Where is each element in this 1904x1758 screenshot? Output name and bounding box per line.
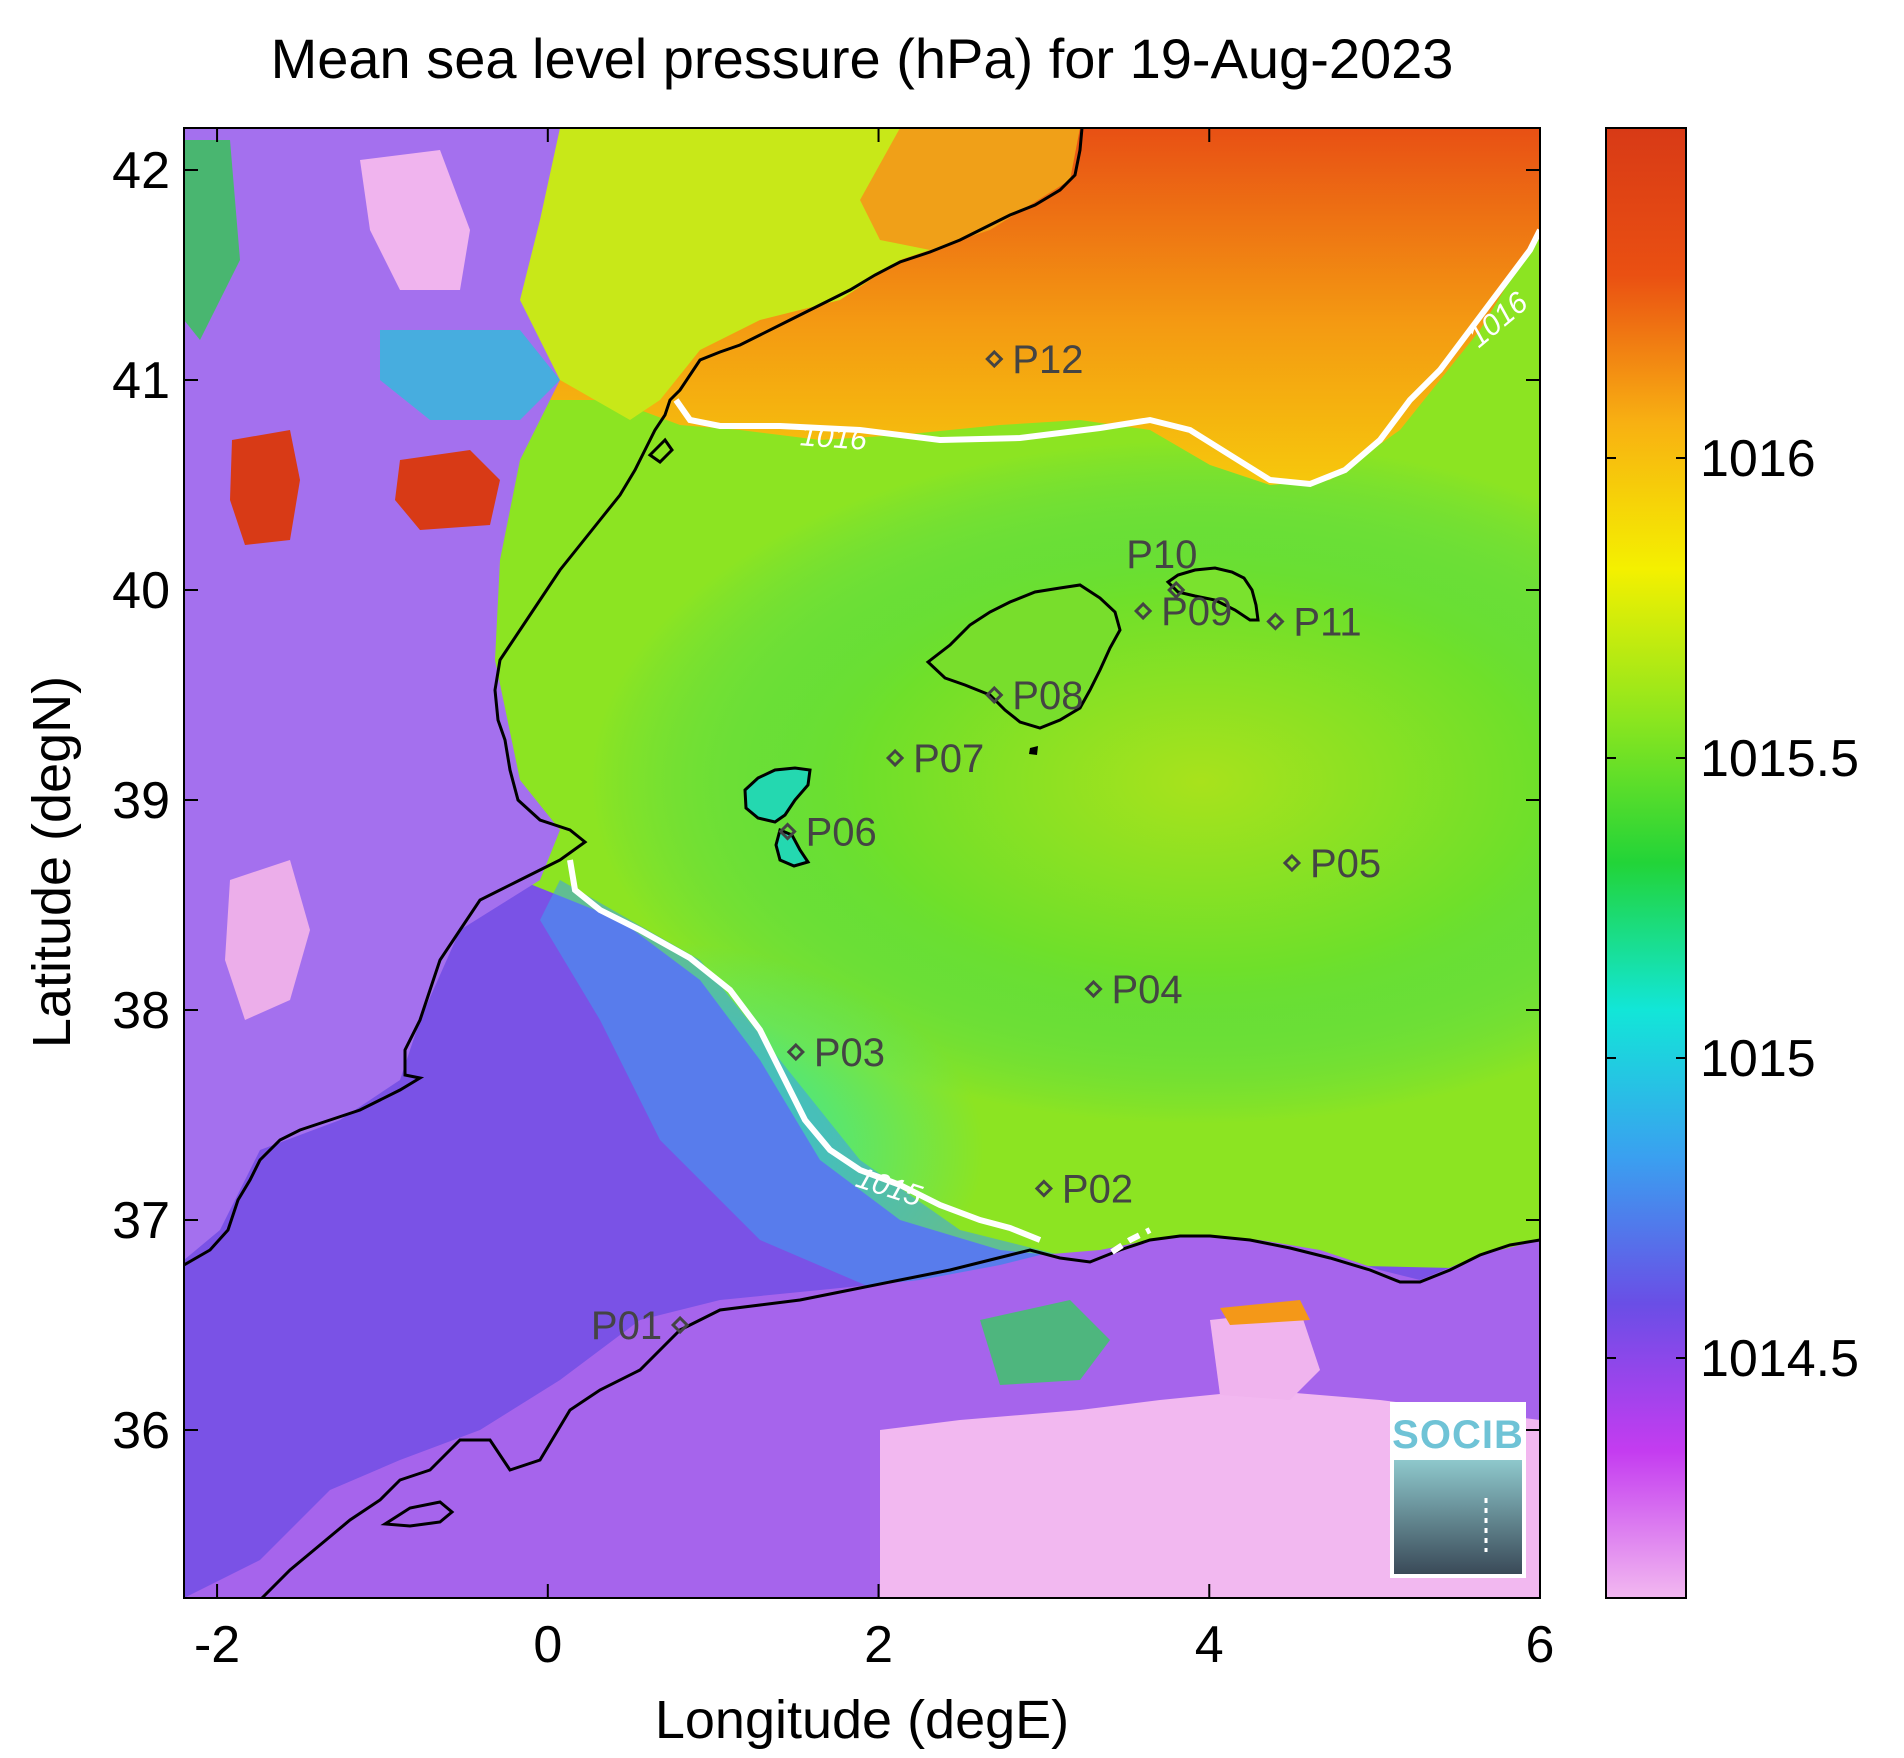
colorbar-ticks: 1014.5 1015 1015.5 1016 [1606,430,1859,1388]
iberia-red-spot-2 [395,450,500,530]
y-tick-label: 36 [112,1402,170,1460]
iberia-pink-patch [360,150,470,290]
station-label: P05 [1310,842,1381,886]
station-marker [885,748,905,768]
stations-layer: P01 P02 P03 P04 P05 P06 P07 P08 P09 P10 P11 P12 [591,338,1381,1348]
station-marker [1133,601,1153,621]
logo-text: SOCIB [1392,1413,1524,1457]
chart-title: Mean sea level pressure (hPa) for 19-Aug… [271,27,1454,90]
catalonia-land-orange [860,128,1080,250]
iberia-red-spot-1 [230,430,300,545]
colorbar-tick-label: 1015 [1700,1030,1816,1088]
colorbar: 1014.5 1015 1015.5 1016 [1605,127,1859,1599]
station-marker [1167,580,1186,600]
iberia-pink-patch-south [225,860,310,1020]
x-tick-label: 0 [533,1616,562,1674]
contour-1015 [567,859,1042,1243]
x-tick-label: -2 [194,1616,240,1674]
station-marker [778,822,797,841]
colorbar-gradient [1605,127,1687,1599]
coastline-africa [260,1234,1540,1598]
coastline-ebro-delta [647,437,674,464]
station-label: P04 [1112,968,1183,1012]
island-menorca [1165,566,1260,622]
station-label: P12 [1012,338,1083,382]
station-marker [786,1042,805,1062]
x-axis-label: Longitude (degE) [655,1690,1069,1750]
map-plot-area: 1016 1016 1015 P01P02P03P04P05P06P07P08P… [184,128,1540,1598]
africa-pink-region-north [1210,1310,1320,1400]
africa-green-patch [980,1300,1110,1385]
station-marker [670,1315,690,1335]
colorbar-tick-label: 1014.5 [1700,1330,1859,1388]
africa-pink-region [880,1390,1540,1598]
station-label: P01 [591,1304,662,1348]
socib-logo: SOCIB [1390,1402,1526,1578]
colorbar-tick-label: 1015.5 [1700,730,1859,788]
x-tick-label: 6 [1526,1616,1555,1674]
island-mallorca [925,583,1122,730]
iberia-land [184,128,700,1260]
low-pressure-edge [540,880,1100,1300]
station-label: P07 [913,737,984,781]
y-tick-label: 40 [112,562,170,620]
station-marker [1266,612,1285,631]
station-label: P03 [814,1031,885,1075]
y-tick-label: 39 [112,772,170,830]
plot-frame [183,127,1541,1599]
contour-1015-dash [1110,1227,1152,1255]
y-tick-label: 37 [112,1192,170,1250]
x-tick-label: 2 [864,1616,893,1674]
africa-orange-patch [1220,1300,1310,1325]
station-label: P02 [1062,1168,1133,1212]
island-ibiza [743,766,812,824]
station-marker [1034,1179,1054,1198]
x-tick-label: 4 [1195,1616,1224,1674]
coastline-alboran [380,1500,455,1528]
station-marker [985,685,1004,705]
station-label: P11 [1293,601,1361,645]
y-axis: 36 37 38 39 40 41 42 [112,142,1540,1460]
coastline-iberia [184,128,1084,1267]
station-marker [1084,979,1103,999]
station-label: P10 [1126,533,1197,577]
station-label: P06 [806,811,877,855]
x-axis: -2 0 2 4 6 [194,128,1555,1674]
colorbar-tick-label: 1016 [1700,430,1816,488]
island-formentera [774,827,811,868]
contour-label-1016-a: 1016 [799,419,868,457]
iberia-green-patch [184,140,240,340]
y-tick-label: 38 [112,982,170,1040]
station-label: P09 [1161,590,1232,634]
station-label: P08 [1012,674,1083,718]
contour-1016 [673,228,1540,488]
y-axis-label: Latitude (degN) [22,676,82,1048]
station-marker [985,349,1004,369]
iberia-cyan-patch [380,330,560,420]
y-tick-label: 42 [112,142,170,200]
station-marker [1282,853,1302,873]
island-cabrera [1029,746,1038,755]
y-tick-label: 41 [112,352,170,410]
